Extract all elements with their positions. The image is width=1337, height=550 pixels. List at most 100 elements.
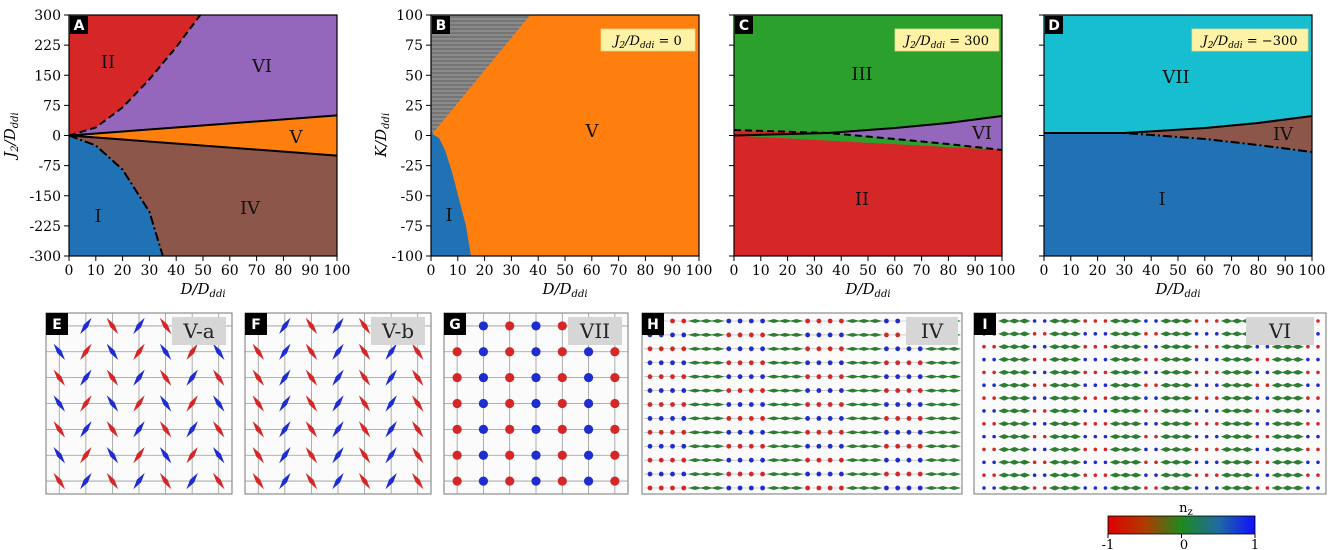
panel-h-spin bbox=[805, 346, 811, 352]
panel-h-spin bbox=[737, 457, 743, 463]
panel-i-spin bbox=[1204, 486, 1209, 490]
panel-h-spin bbox=[726, 429, 732, 435]
panel-e-letter-box bbox=[46, 313, 68, 335]
panel-i-spin bbox=[1008, 434, 1021, 440]
panel-i-spin bbox=[1032, 447, 1037, 452]
panel-i-spin bbox=[1255, 447, 1260, 452]
panel-g-spin bbox=[505, 424, 515, 434]
panel-e-spin bbox=[80, 369, 92, 386]
panel-h-spin bbox=[868, 388, 883, 393]
panel-h-spin bbox=[688, 360, 703, 365]
panel-i-spin bbox=[1291, 446, 1304, 452]
panel-c-letter: C bbox=[739, 18, 749, 34]
panel-g-letter-box bbox=[444, 313, 466, 335]
panel-e-spin bbox=[106, 343, 119, 360]
panel-i-spin bbox=[1058, 318, 1071, 324]
panel-d-annotation: J2/Dddi = −300 bbox=[1199, 34, 1297, 51]
panel-h-spin bbox=[688, 402, 703, 407]
panel-h-spin bbox=[726, 485, 732, 491]
panel-h-spin bbox=[845, 430, 860, 435]
panel-d-annotation-box bbox=[1191, 28, 1309, 52]
panel-h-spin bbox=[895, 318, 901, 324]
panel-h-spin bbox=[699, 332, 714, 337]
panel-a-boundary-lower bbox=[68, 134, 338, 157]
panel-h-spin bbox=[884, 332, 889, 338]
panel-i-spin bbox=[1144, 473, 1148, 477]
panel-i-spin bbox=[1103, 332, 1108, 336]
panel-a-label-ii: II bbox=[101, 52, 115, 73]
panel-i-spin bbox=[1265, 409, 1270, 413]
panel-i-spin bbox=[1220, 382, 1233, 388]
panel-a-label-i: I bbox=[94, 206, 101, 227]
panel-i-spin bbox=[1048, 344, 1061, 350]
panel-i-spin bbox=[1058, 331, 1071, 337]
panel-i-spin bbox=[1170, 434, 1183, 440]
panel-e-spin bbox=[159, 369, 172, 386]
panel-h-spin bbox=[895, 388, 901, 393]
panel-c-region-vi bbox=[828, 116, 1002, 150]
panel-e-spin bbox=[106, 369, 119, 386]
panel-b-annotation: J2/Dddi = 0 bbox=[611, 34, 682, 51]
panel-i-spin bbox=[1018, 485, 1031, 491]
panel-i-spin bbox=[1018, 421, 1031, 427]
panel-h-spin bbox=[805, 360, 811, 366]
panel-i-spin bbox=[1018, 357, 1031, 363]
panel-h-spin bbox=[868, 486, 883, 490]
panel-i-spin bbox=[1204, 409, 1209, 413]
panel-h-spin bbox=[816, 332, 822, 338]
panel-i-spin bbox=[1119, 472, 1132, 478]
panel-i-spin bbox=[1170, 421, 1183, 427]
panel-i-spin bbox=[1109, 459, 1122, 465]
panel-f-spin bbox=[332, 395, 344, 412]
panel-c-label-iii: III bbox=[851, 64, 872, 85]
panel-h-spin bbox=[856, 402, 871, 407]
panel-i-spin bbox=[1008, 408, 1021, 414]
panel-i-spin bbox=[1154, 383, 1158, 388]
panel-f-tag: V-b bbox=[381, 319, 414, 343]
panel-e-spin bbox=[106, 395, 119, 412]
panel-i-spin bbox=[1154, 473, 1158, 477]
panel-i-spin bbox=[998, 382, 1011, 388]
panel-i-spin bbox=[1241, 472, 1254, 478]
panel-i-spin bbox=[992, 473, 996, 477]
panel-h-spin bbox=[884, 374, 889, 380]
panel-h-spin bbox=[658, 416, 664, 421]
panel-i-spin bbox=[1316, 473, 1320, 477]
panel-i-spin bbox=[1008, 357, 1021, 363]
panel-e-spin bbox=[212, 421, 225, 438]
panel-e-spin bbox=[106, 421, 119, 438]
panel-i-spin bbox=[1180, 395, 1193, 401]
panel-a-region-i bbox=[69, 135, 163, 256]
panel-i-spin bbox=[1069, 459, 1082, 465]
panel-i-spin bbox=[1129, 472, 1142, 478]
panel-a-xtick-label: 50 bbox=[194, 263, 212, 279]
panel-h-spin bbox=[748, 402, 754, 407]
panel-f-spin bbox=[305, 472, 318, 490]
panel-i-spin bbox=[1160, 357, 1173, 363]
panel-b-region-i bbox=[431, 133, 471, 256]
panel-h-spin bbox=[778, 374, 793, 379]
panel-e-spin bbox=[133, 369, 145, 386]
panel-i-spin bbox=[1103, 460, 1108, 465]
panel-h-spin bbox=[906, 485, 912, 491]
panel-f-spin bbox=[385, 395, 397, 412]
panel-i-spin bbox=[1042, 319, 1047, 323]
panel-i-spin bbox=[982, 383, 986, 388]
panel-h-spin bbox=[789, 472, 804, 477]
panel-i-spin bbox=[1306, 434, 1310, 439]
panel-i-spin bbox=[1306, 344, 1310, 349]
panel-c-xtick-label: 20 bbox=[779, 263, 797, 279]
panel-h-spin bbox=[647, 374, 653, 380]
panel-i-spin bbox=[1220, 331, 1233, 337]
panel-a-xtick-label: 70 bbox=[248, 263, 266, 279]
panel-i-spin bbox=[1018, 395, 1031, 401]
panel-i-spin bbox=[1160, 421, 1173, 427]
panel-i-spin bbox=[1144, 332, 1148, 336]
panel-h-spin bbox=[816, 443, 822, 449]
panel-h-spin bbox=[947, 444, 961, 449]
panel-i-spin bbox=[1093, 460, 1098, 465]
panel-i-spin bbox=[1281, 395, 1294, 401]
panel-h-spin bbox=[845, 444, 860, 449]
panel-h-spin bbox=[789, 388, 804, 393]
panel-h-spin bbox=[688, 444, 703, 449]
